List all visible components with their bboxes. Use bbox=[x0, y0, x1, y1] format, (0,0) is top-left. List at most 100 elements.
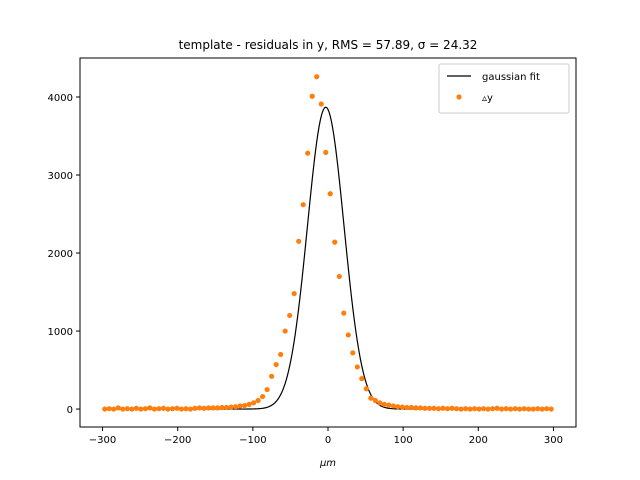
data-point bbox=[228, 404, 234, 410]
data-point bbox=[174, 405, 180, 411]
data-point bbox=[287, 312, 293, 319]
legend-fit-label: gaussian fit bbox=[482, 72, 540, 83]
data-point bbox=[499, 406, 505, 412]
data-point bbox=[350, 350, 356, 356]
data-point bbox=[282, 328, 288, 334]
y-tick-label: 0 bbox=[67, 405, 73, 416]
data-point bbox=[332, 239, 338, 245]
data-point bbox=[535, 406, 541, 412]
legend: gaussian fit ▵y bbox=[438, 63, 570, 114]
data-point bbox=[124, 406, 130, 412]
data-point bbox=[453, 406, 460, 412]
data-point bbox=[377, 400, 383, 406]
data-point bbox=[296, 238, 302, 244]
data-point bbox=[440, 405, 446, 411]
data-point bbox=[471, 406, 478, 412]
data-point bbox=[300, 202, 306, 208]
data-point bbox=[417, 405, 424, 411]
data-point bbox=[404, 404, 410, 411]
data-point bbox=[255, 397, 261, 404]
data-point bbox=[368, 395, 374, 401]
data-point bbox=[273, 361, 279, 368]
data-point bbox=[187, 406, 194, 412]
data-point bbox=[359, 376, 365, 382]
data-point bbox=[147, 405, 153, 411]
data-point bbox=[526, 406, 532, 412]
data-point bbox=[196, 405, 203, 411]
chart-title: template - residuals in y, RMS = 57.89, … bbox=[179, 38, 478, 52]
legend-points-label: ▵y bbox=[482, 93, 493, 104]
data-point bbox=[151, 406, 157, 412]
y-tick-label: 4000 bbox=[48, 93, 73, 104]
data-point bbox=[246, 401, 252, 407]
data-point bbox=[138, 406, 144, 412]
data-point bbox=[210, 405, 216, 411]
y-tick-label: 1000 bbox=[48, 327, 73, 338]
data-point bbox=[327, 191, 333, 197]
x-axis: −300 −200 −100 0 100 200 300 bbox=[89, 427, 563, 446]
data-point bbox=[106, 406, 112, 412]
data-point bbox=[372, 397, 378, 404]
x-tick-label: −100 bbox=[239, 435, 266, 446]
x-tick-label: 300 bbox=[544, 435, 563, 446]
data-point bbox=[435, 406, 442, 412]
data-point bbox=[341, 310, 347, 316]
scatter-points bbox=[102, 74, 554, 412]
data-point bbox=[458, 406, 464, 412]
data-point bbox=[309, 93, 315, 99]
x-tick-label: −300 bbox=[89, 435, 116, 446]
data-point bbox=[214, 405, 221, 411]
data-point bbox=[260, 393, 266, 400]
data-point bbox=[178, 406, 185, 412]
data-point bbox=[449, 405, 455, 411]
data-point bbox=[444, 406, 451, 412]
data-point bbox=[318, 101, 324, 107]
data-point bbox=[156, 406, 162, 412]
data-point bbox=[160, 405, 167, 411]
data-point bbox=[314, 74, 320, 80]
data-point bbox=[381, 401, 387, 407]
data-point bbox=[489, 406, 496, 412]
data-point bbox=[232, 404, 239, 410]
data-point bbox=[508, 406, 514, 412]
data-point bbox=[494, 405, 500, 411]
y-axis: 0 1000 2000 3000 4000 bbox=[48, 93, 80, 416]
data-point bbox=[142, 406, 148, 412]
y-tick-label: 2000 bbox=[48, 249, 73, 260]
data-point bbox=[408, 404, 415, 411]
data-point bbox=[251, 400, 257, 406]
data-point bbox=[291, 290, 297, 297]
data-point bbox=[264, 386, 270, 393]
x-tick-label: 0 bbox=[325, 435, 331, 446]
data-point bbox=[205, 405, 212, 411]
x-axis-label: μm bbox=[319, 458, 336, 469]
y-tick-label: 3000 bbox=[48, 171, 73, 182]
data-point bbox=[363, 386, 369, 392]
data-point bbox=[111, 406, 117, 412]
data-point bbox=[237, 403, 243, 409]
data-point bbox=[467, 406, 473, 412]
data-point bbox=[241, 402, 248, 409]
x-tick-label: 100 bbox=[394, 435, 413, 446]
data-point bbox=[192, 405, 198, 411]
data-point bbox=[133, 405, 139, 411]
data-point bbox=[278, 351, 284, 358]
data-point bbox=[422, 405, 428, 411]
data-point bbox=[102, 406, 108, 412]
data-point bbox=[413, 405, 419, 411]
data-point bbox=[476, 406, 482, 412]
data-point bbox=[223, 404, 230, 411]
data-point bbox=[462, 406, 469, 412]
legend-box bbox=[438, 63, 570, 114]
x-tick-label: 200 bbox=[469, 435, 488, 446]
data-point bbox=[517, 406, 523, 412]
data-point bbox=[201, 405, 207, 411]
data-point bbox=[485, 406, 491, 412]
data-point bbox=[512, 406, 518, 412]
data-point bbox=[305, 150, 311, 156]
data-point bbox=[169, 406, 176, 412]
data-point bbox=[336, 273, 342, 280]
data-point bbox=[120, 406, 126, 412]
data-point bbox=[354, 364, 360, 370]
